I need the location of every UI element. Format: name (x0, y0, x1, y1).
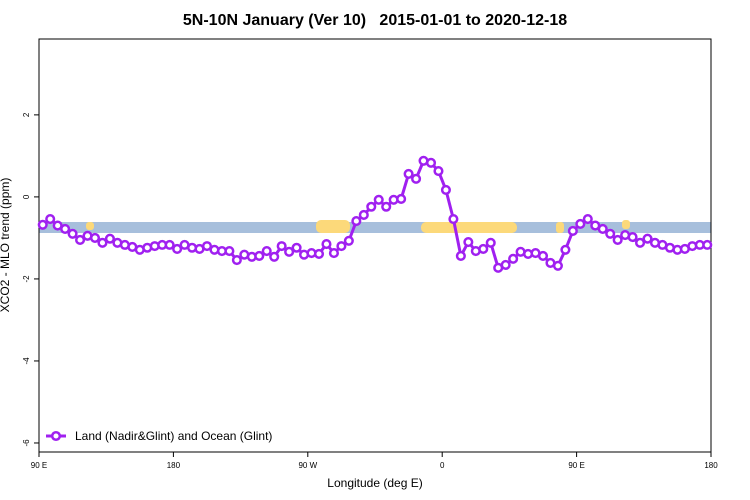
data-point (455, 250, 466, 262)
x-axis-label: Longitude (deg E) (327, 476, 422, 490)
land-patch (421, 222, 517, 233)
data-point (321, 239, 332, 250)
data-point (366, 201, 377, 212)
data-point (284, 246, 295, 257)
data-point (560, 244, 571, 255)
y-tick-label: 2 (22, 112, 31, 117)
x-tick-label: 180 (167, 461, 181, 470)
data-point (396, 193, 407, 205)
data-point (567, 225, 578, 236)
land-patch (86, 222, 94, 230)
x-tick-label: 90 W (298, 461, 317, 470)
data-point (97, 237, 108, 248)
data-point (500, 259, 511, 271)
data-point (537, 250, 549, 262)
data-point (463, 236, 474, 248)
legend-label: Land (Nadir&Glint) and Ocean (Glint) (75, 429, 272, 443)
data-point (45, 213, 56, 225)
data-point (411, 173, 422, 184)
x-tick-label: 180 (704, 461, 718, 470)
data-point (627, 232, 638, 243)
data-point (201, 241, 213, 252)
data-point (104, 233, 115, 244)
data-point (508, 253, 519, 264)
chart-title: 5N-10N January (Ver 10) 2015-01-01 to 20… (183, 12, 567, 29)
data-point (373, 194, 384, 205)
data-point (67, 228, 78, 239)
data-point (642, 233, 653, 244)
y-tick-label: 0 (22, 194, 31, 199)
data-point (164, 239, 175, 250)
data-point (328, 248, 339, 259)
data-point (605, 228, 616, 239)
data-point (224, 245, 235, 257)
data-point (448, 213, 459, 225)
data-point (89, 232, 101, 243)
data-point (433, 166, 444, 177)
data-point (478, 243, 489, 255)
legend-marker (50, 430, 62, 442)
data-point (336, 241, 347, 252)
data-point (440, 184, 451, 195)
y-tick-label: -2 (22, 275, 31, 283)
data-point (254, 250, 265, 262)
x-tick-label: 90 E (31, 461, 47, 470)
data-point (37, 219, 48, 230)
y-tick-label: -6 (22, 439, 31, 447)
data-point (60, 223, 71, 234)
data-point (343, 235, 354, 246)
land-patch (622, 220, 630, 229)
data-point (75, 234, 86, 246)
ocean-strip (39, 222, 711, 233)
data-point (582, 213, 593, 225)
data-point (261, 245, 272, 257)
data-point (552, 260, 563, 271)
data-point (597, 223, 608, 234)
data-point (425, 157, 437, 168)
land-patch (556, 222, 564, 233)
map-strip (39, 220, 711, 233)
data-point (575, 218, 586, 230)
data-point (485, 237, 496, 248)
data-point (358, 209, 369, 220)
data-point (291, 242, 302, 253)
data-point (381, 201, 392, 212)
data-point (269, 251, 280, 262)
x-tick-label: 90 E (568, 461, 584, 470)
data-point (403, 168, 414, 179)
data-point (313, 248, 325, 259)
y-axis-label: XCO2 - MLO trend (ppm) (0, 178, 12, 313)
data-point (635, 237, 646, 248)
data-point (351, 216, 362, 227)
land-patch (316, 220, 350, 233)
data-point (231, 255, 242, 266)
data-point (612, 234, 623, 246)
x-tick-label: 0 (440, 461, 445, 470)
data-point (172, 243, 183, 255)
data-point (276, 241, 287, 252)
y-tick-label: -4 (22, 357, 31, 365)
data-point (702, 239, 713, 250)
